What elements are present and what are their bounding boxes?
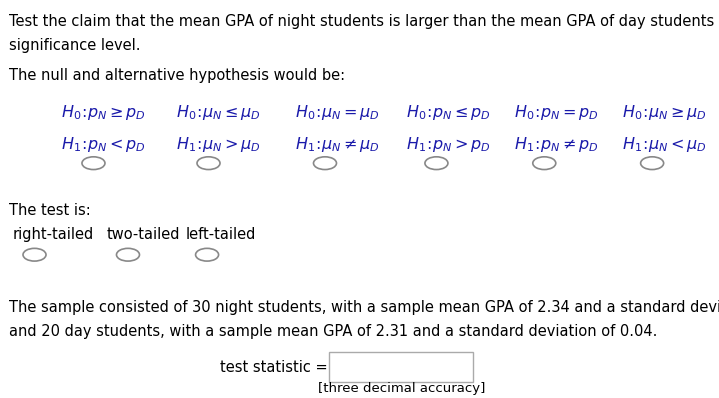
Text: $H_1\!:\!p_N \neq p_D$: $H_1\!:\!p_N \neq p_D$: [514, 135, 599, 154]
Text: two-tailed: two-tailed: [106, 227, 180, 242]
Text: left-tailed: left-tailed: [186, 227, 256, 242]
Text: $H_0\!:\!\mu_N \geq \mu_D$: $H_0\!:\!\mu_N \geq \mu_D$: [622, 103, 707, 123]
Text: $H_0\!:\!p_N = p_D$: $H_0\!:\!p_N = p_D$: [514, 103, 599, 123]
Text: test statistic =: test statistic =: [219, 360, 327, 375]
Text: $H_0\!:\!\mu_N \leq \mu_D$: $H_0\!:\!\mu_N \leq \mu_D$: [176, 103, 261, 123]
Text: $H_1\!:\!\mu_N > \mu_D$: $H_1\!:\!\mu_N > \mu_D$: [176, 135, 261, 154]
Text: $H_1\!:\!p_N > p_D$: $H_1\!:\!p_N > p_D$: [406, 135, 491, 154]
Text: $H_0\!:\!p_N \geq p_D$: $H_0\!:\!p_N \geq p_D$: [61, 103, 146, 123]
Text: $H_1\!:\!p_N < p_D$: $H_1\!:\!p_N < p_D$: [61, 135, 146, 154]
Text: The sample consisted of 30 night students, with a sample mean GPA of 2.34 and a : The sample consisted of 30 night student…: [9, 300, 719, 316]
Text: and 20 day students, with a sample mean GPA of 2.31 and a standard deviation of : and 20 day students, with a sample mean …: [9, 324, 657, 339]
Text: Test the claim that the mean GPA of night students is larger than the mean GPA o: Test the claim that the mean GPA of nigh…: [9, 14, 719, 29]
Text: The test is:: The test is:: [9, 203, 91, 218]
Text: $H_1\!:\!\mu_N \neq \mu_D$: $H_1\!:\!\mu_N \neq \mu_D$: [295, 135, 380, 154]
Text: right-tailed: right-tailed: [13, 227, 94, 242]
Text: $H_0\!:\!\mu_N = \mu_D$: $H_0\!:\!\mu_N = \mu_D$: [295, 103, 380, 123]
FancyBboxPatch shape: [329, 352, 473, 382]
Text: [three decimal accuracy]: [three decimal accuracy]: [318, 382, 485, 395]
Text: significance level.: significance level.: [9, 38, 140, 53]
Text: $H_1\!:\!\mu_N < \mu_D$: $H_1\!:\!\mu_N < \mu_D$: [622, 135, 707, 154]
Text: The null and alternative hypothesis would be:: The null and alternative hypothesis woul…: [9, 68, 344, 83]
Text: $H_0\!:\!p_N \leq p_D$: $H_0\!:\!p_N \leq p_D$: [406, 103, 491, 123]
